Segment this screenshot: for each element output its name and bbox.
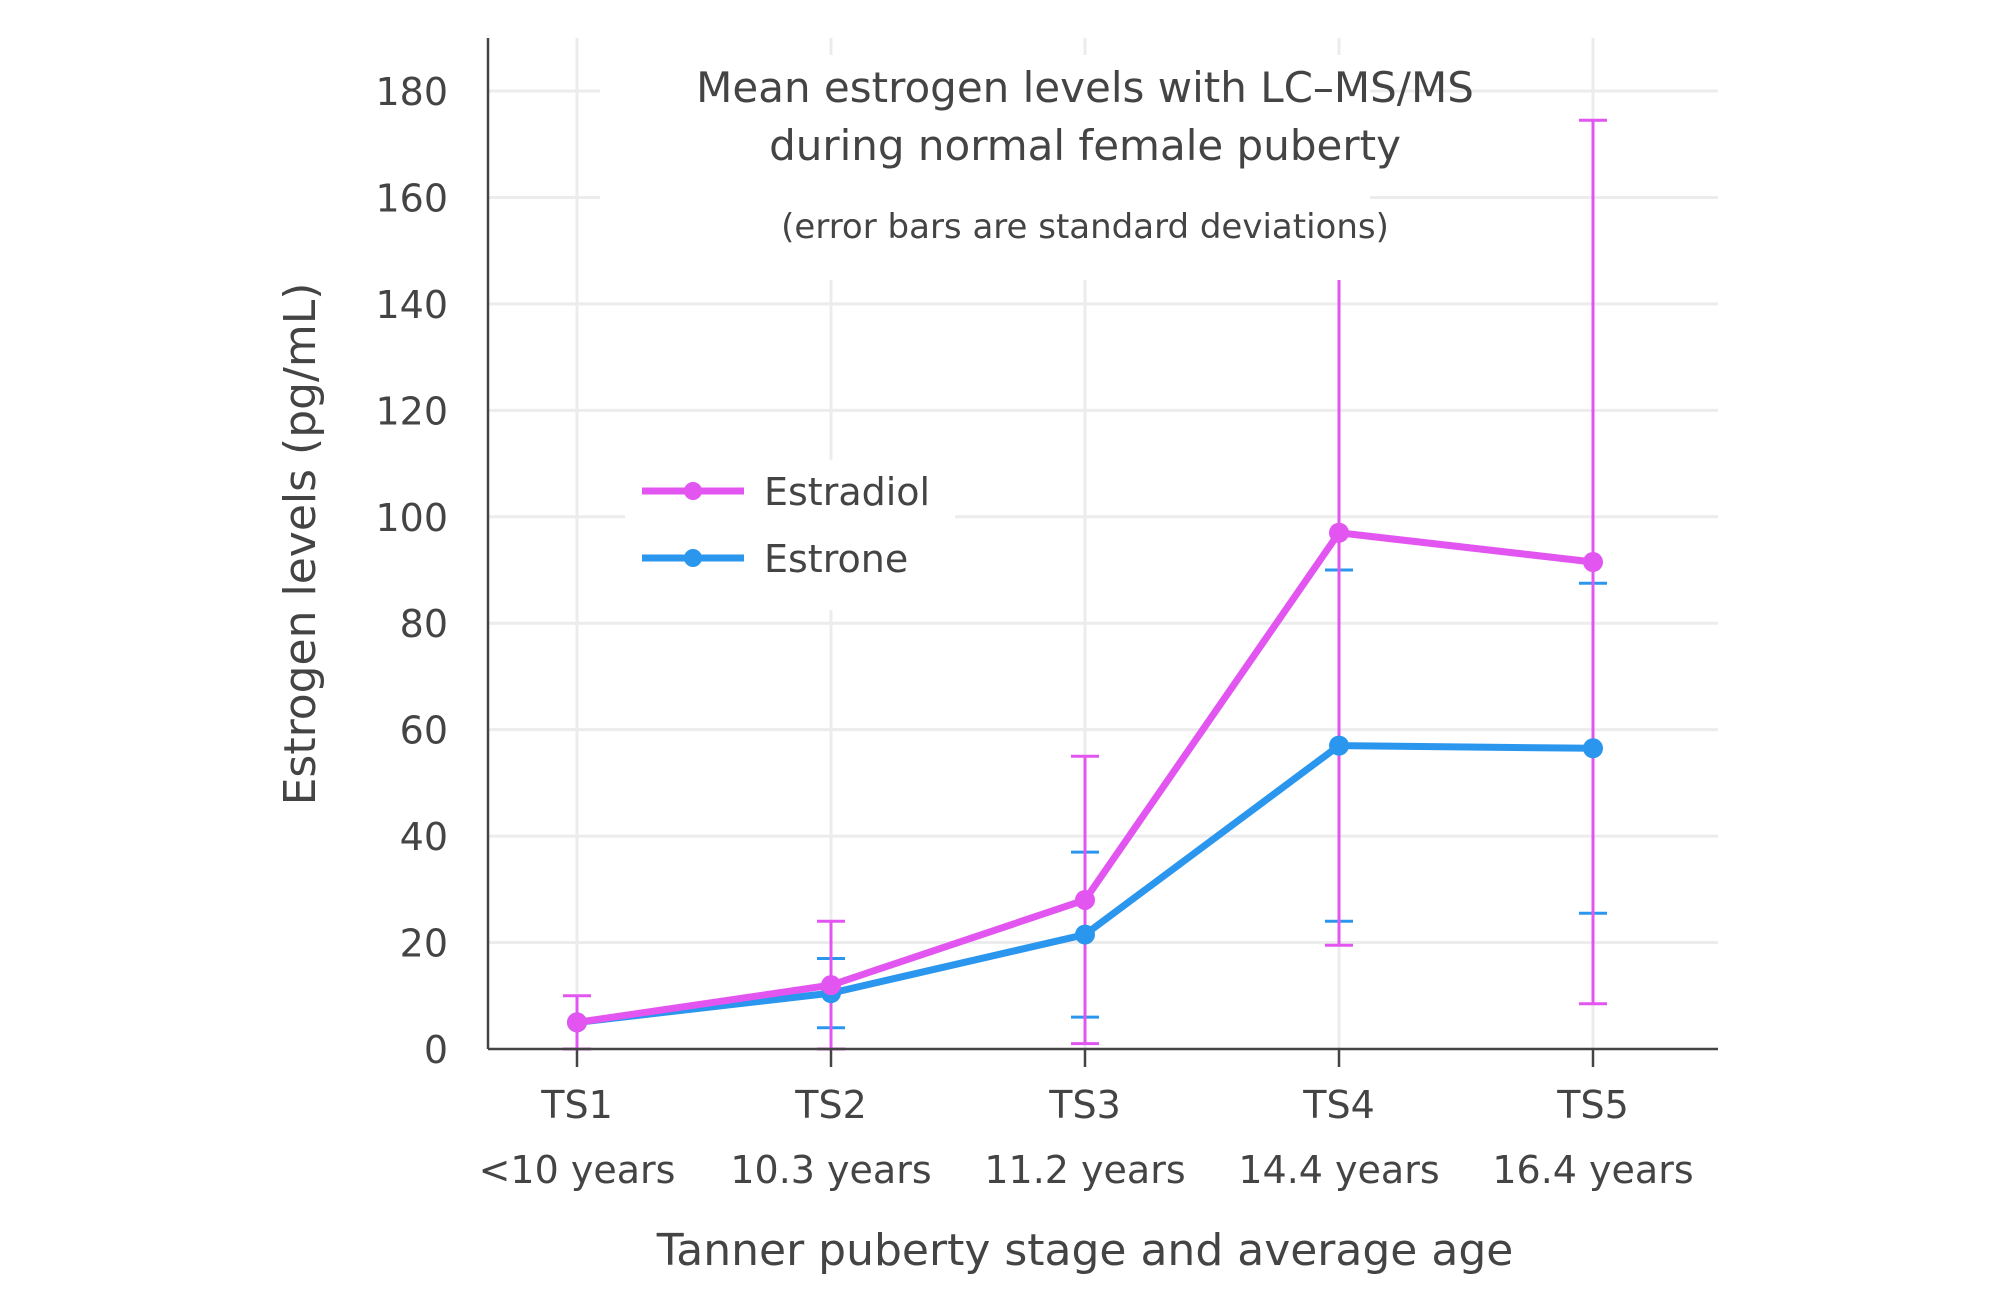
chart-title-line2: during normal female puberty — [769, 121, 1401, 170]
y-tick-label: 40 — [400, 815, 448, 859]
data-point-estrone — [1075, 924, 1095, 945]
x-tick-sublabel: 14.4 years — [1238, 1148, 1439, 1192]
legend-item-estradiol[interactable]: Estradiol — [642, 470, 930, 514]
x-tick-sublabel: <10 years — [479, 1148, 676, 1192]
data-point-estradiol — [821, 975, 841, 996]
legend: Estradiol Estrone — [625, 460, 955, 610]
x-axis-label: Tanner puberty stage and average age — [656, 1225, 1514, 1276]
x-tick-sublabel: 11.2 years — [984, 1148, 1185, 1192]
chart-subtitle: (error bars are standard deviations) — [781, 207, 1389, 247]
legend-background — [625, 460, 955, 610]
y-tick-label: 120 — [375, 389, 448, 433]
x-tick-label: TS4 — [1302, 1083, 1375, 1127]
y-tick-label: 60 — [400, 709, 448, 753]
y-tick-label: 180 — [375, 70, 448, 114]
y-tick-label: 20 — [400, 922, 448, 966]
x-tick-sublabel: 16.4 years — [1492, 1148, 1693, 1192]
y-tick-labels: 0 20 40 60 80 100 120 140 160 180 — [375, 70, 448, 1072]
legend-item-estrone[interactable]: Estrone — [642, 537, 908, 581]
y-tick-label: 160 — [375, 176, 448, 220]
x-tick-label: TS5 — [1556, 1083, 1629, 1127]
legend-label-estradiol: Estradiol — [764, 470, 930, 514]
y-axis-label: Estrogen levels (pg/mL) — [275, 283, 326, 806]
x-tick-label: TS2 — [794, 1083, 867, 1127]
data-point-estradiol — [1075, 889, 1095, 910]
data-point-estrone — [1583, 738, 1603, 759]
title-background — [600, 55, 1370, 280]
legend-label-estrone: Estrone — [764, 537, 908, 581]
data-point-estradiol — [1329, 522, 1349, 543]
x-tick-label: TS3 — [1048, 1083, 1121, 1127]
y-tick-label: 140 — [375, 283, 448, 327]
y-tick-label: 80 — [400, 602, 448, 646]
x-tick-labels: TS1 <10 years TS2 10.3 years TS3 11.2 years TS… — [479, 1049, 1694, 1192]
data-point-estradiol — [1583, 552, 1603, 573]
data-point-estradiol — [567, 1012, 587, 1033]
y-tick-label: 100 — [375, 496, 448, 540]
chart-title: Mean estrogen levels with LC–MS/MS — [696, 63, 1474, 112]
series-lines — [567, 522, 1603, 1033]
y-tick-label: 0 — [424, 1028, 448, 1072]
x-tick-label: TS1 — [540, 1083, 613, 1127]
data-point-estrone — [1329, 735, 1349, 756]
x-tick-sublabel: 10.3 years — [730, 1148, 931, 1192]
